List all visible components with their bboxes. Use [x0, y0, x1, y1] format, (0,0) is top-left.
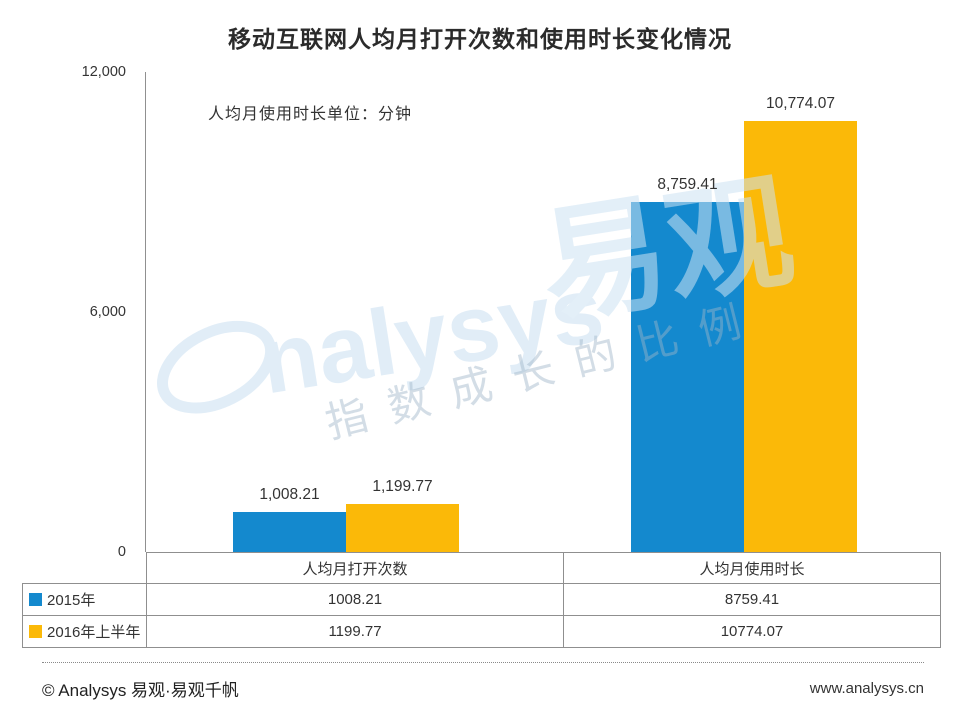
table-value-2016h1-duration: 10774.07 — [720, 623, 784, 640]
table-line-v-right — [940, 552, 941, 648]
legend-swatch-2015 — [29, 593, 42, 606]
x-axis-baseline — [146, 552, 940, 553]
bar-series1-cat1 — [744, 121, 857, 552]
category-header-duration: 人均月使用时长 — [699, 560, 805, 578]
bar-series0-cat1 — [631, 201, 744, 552]
bar-series0-cat0 — [233, 511, 346, 552]
table-line-h4 — [22, 647, 940, 648]
legend-label-2015: 2015年 — [47, 592, 96, 609]
bar-value-label-series0-cat0: 1,008.21 — [259, 485, 320, 503]
table-line-h2 — [22, 583, 940, 584]
table-value-2015-opens: 1008.21 — [327, 591, 383, 608]
footer-url: www.analysys.cn — [809, 680, 924, 697]
bar-value-label-series1-cat1: 10,774.07 — [766, 95, 835, 113]
table-line-v-col1 — [146, 552, 147, 648]
footer-copyright: © Analysys 易观·易观千帆 — [42, 681, 239, 700]
bar-value-label-series0-cat1: 8,759.41 — [657, 175, 718, 193]
table-line-h3 — [22, 615, 940, 616]
table-line-v-left — [22, 583, 23, 648]
y-tick-6000: 6,000 — [89, 304, 126, 320]
bar-value-label-series1-cat0: 1,199.77 — [372, 478, 433, 495]
watermark-logo-swoosh-icon — [156, 320, 277, 414]
legend-swatch-2016h1 — [29, 625, 42, 638]
legend-label-2016h1: 2016年上半年 — [47, 624, 141, 641]
bar-series1-cat0 — [346, 504, 459, 552]
watermark-logo-latin: nalysys — [253, 256, 610, 414]
legend-row-2015: 2015年 — [23, 584, 152, 615]
y-axis-line — [145, 72, 146, 552]
table-value-2016h1-opens: 1199.77 — [328, 623, 382, 640]
y-tick-12000: 12,000 — [81, 64, 126, 80]
chart-title: 移动互联网人均月打开次数和使用时长变化情况 — [228, 26, 732, 52]
category-header-opens: 人均月打开次数 — [302, 560, 408, 578]
footer-divider — [42, 662, 924, 663]
unit-note: 人均月使用时长单位：分钟 — [208, 106, 413, 123]
y-tick-0: 0 — [117, 544, 126, 560]
table-line-v-col2 — [563, 552, 564, 648]
legend-row-2016h1: 2016年上半年 — [23, 616, 152, 647]
table-value-2015-duration: 8759.41 — [724, 591, 780, 608]
